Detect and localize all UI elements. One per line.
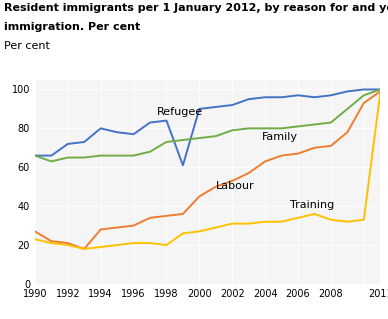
Text: immigration. Per cent: immigration. Per cent [4, 22, 140, 32]
Text: Labour: Labour [216, 181, 255, 191]
Text: Family: Family [262, 132, 298, 142]
Text: Resident immigrants per 1 January 2012, by reason for and year of: Resident immigrants per 1 January 2012, … [4, 3, 388, 13]
Text: Refugee: Refugee [157, 107, 203, 117]
Text: Per cent: Per cent [4, 41, 50, 51]
Text: Training: Training [290, 200, 334, 210]
